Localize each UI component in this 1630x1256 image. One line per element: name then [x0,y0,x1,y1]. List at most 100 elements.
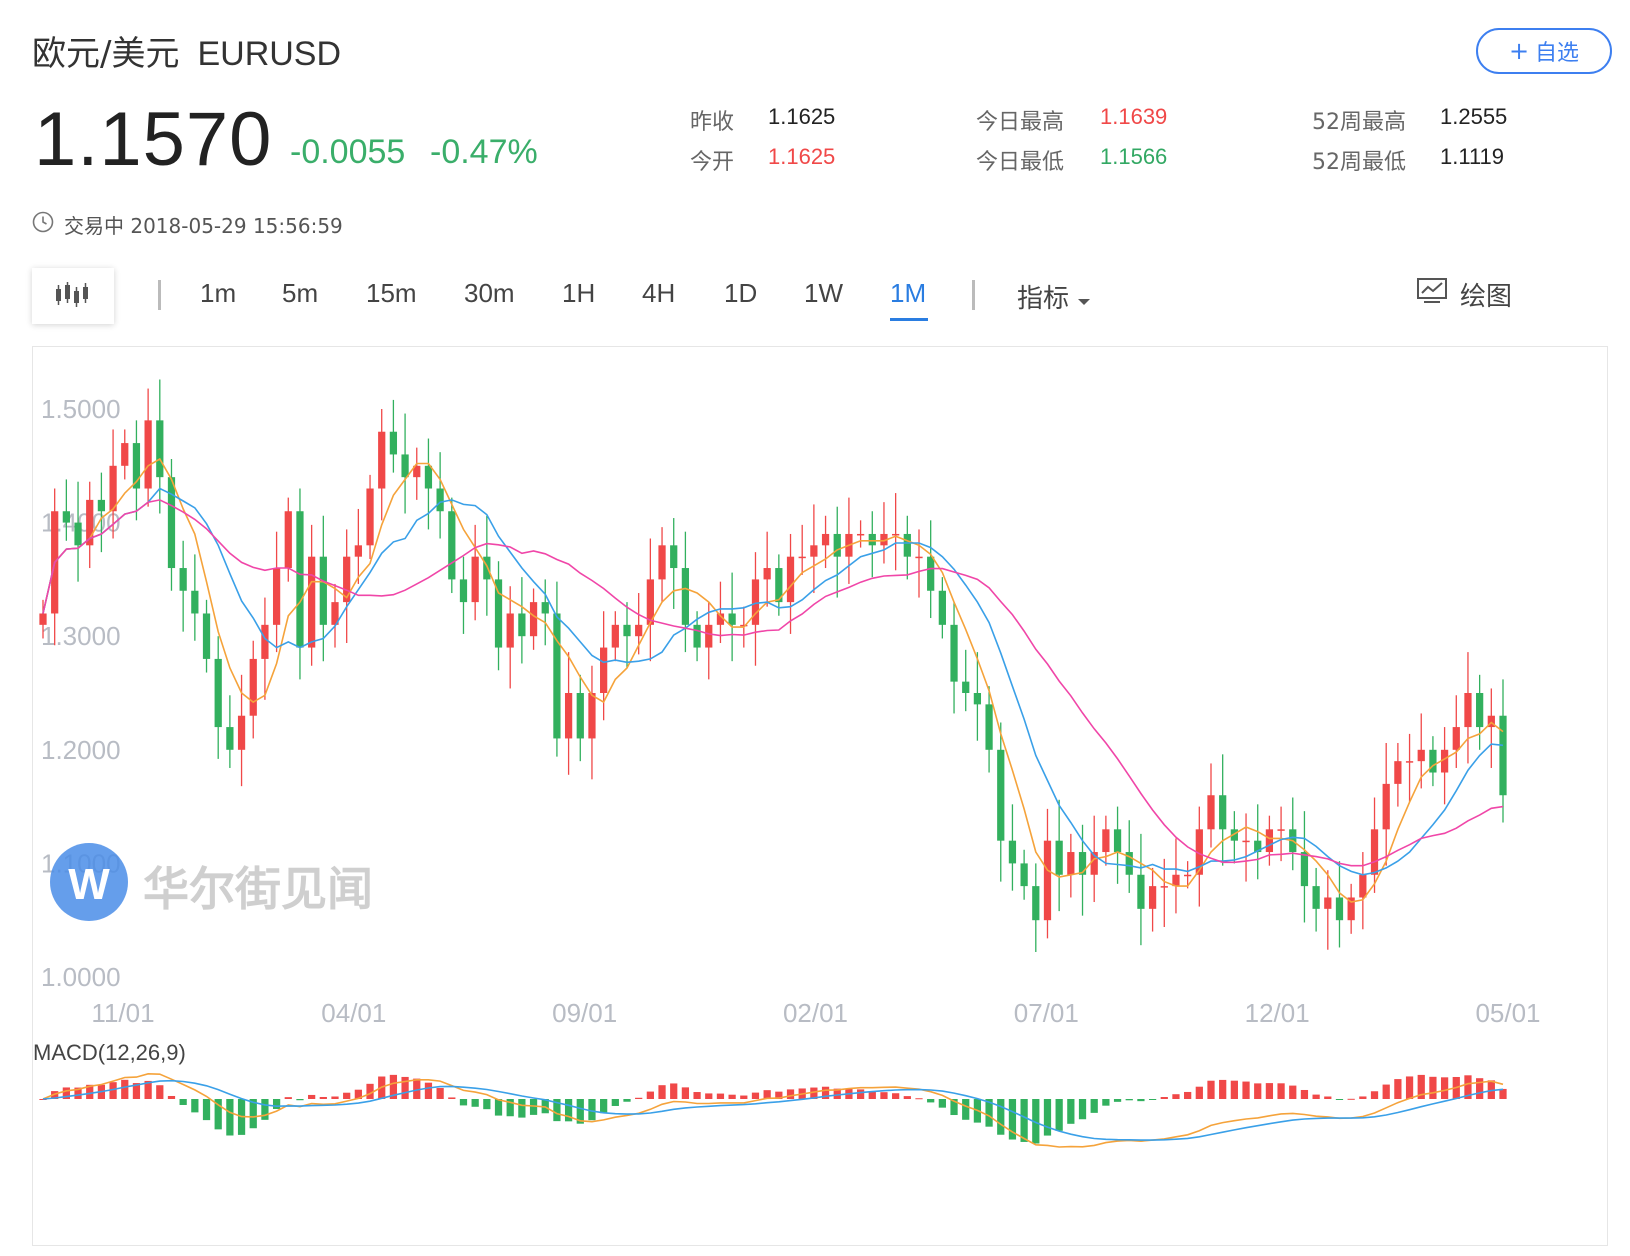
macd-histogram-bar [576,1099,584,1124]
plus-icon: + [1508,37,1530,65]
macd-histogram-bar [191,1099,199,1113]
period-5m[interactable]: 5m [282,278,319,308]
candle-body [1184,874,1192,877]
period-4h[interactable]: 4H [642,278,676,308]
macd-histogram-bar [856,1089,865,1099]
period-1w[interactable]: 1W [804,278,843,308]
ma5-line [42,457,1504,903]
watermark-text: 华尔街见闻 [143,863,373,915]
candle-body [529,602,538,637]
candle-body [1160,886,1168,888]
candle-body [821,533,830,546]
macd-histogram-bar [997,1099,1005,1135]
period-1mo[interactable]: 1M [890,278,927,308]
candle-body [1020,863,1028,887]
macd-histogram-bar [401,1076,409,1099]
candle-body [1324,897,1332,909]
candle-body [319,556,327,625]
chart-type-button[interactable] [32,268,114,324]
y-tick-label: 1.0000 [41,962,121,992]
candle-body [237,715,246,750]
add-to-watchlist-button[interactable]: + 自选 [1476,28,1612,74]
candle-body [167,477,176,569]
x-tick-label: 02/01 [783,998,848,1028]
candle-body [1359,874,1367,898]
macd-histogram-bar [1440,1077,1449,1099]
macd-histogram-bar [1067,1099,1075,1124]
macd-histogram-bar [553,1099,561,1122]
candle-body [997,749,1005,841]
macd-histogram-bar [1487,1080,1495,1099]
macd-histogram-bar [1172,1094,1180,1099]
toolbar-divider [158,280,161,310]
macd-histogram-bar [494,1099,503,1116]
macd-histogram-bar [763,1090,771,1099]
candle-body [693,624,701,648]
candle-body [97,499,106,512]
price-change-pct: -0.47% [430,133,538,171]
macd-histogram-bar [670,1083,678,1099]
watermark: W 华尔街见闻 [50,843,373,921]
candle-body [366,488,374,546]
macd-histogram-bar [611,1099,619,1106]
macd-histogram-bar [786,1089,795,1099]
candle-body [1043,840,1052,921]
candle-body [1195,829,1203,875]
macd-histogram-bar [261,1099,269,1120]
indicator-dropdown[interactable]: 指标 [1017,278,1091,315]
macd-histogram-bar [436,1088,444,1099]
macd-histogram-bar [915,1098,923,1100]
macd-histogram-bar [156,1085,164,1099]
candle-body [1078,852,1087,875]
candle-body [1219,795,1227,830]
active-period-underline [890,318,928,321]
candle-body [518,613,526,637]
macd-histogram-bar [588,1099,596,1121]
macd-histogram-bar [1265,1083,1274,1099]
candle-body [1207,795,1215,830]
candle-body [1230,829,1238,841]
candle-body [272,568,281,625]
macd-histogram-bar [471,1099,479,1107]
period-15m[interactable]: 15m [366,278,417,308]
macd-histogram-bar [1335,1099,1344,1100]
candle-body [751,579,760,625]
candle-body [833,533,841,557]
candle-body [1300,852,1309,887]
candle-body [868,533,876,546]
chart-panel[interactable]: 1.50001.40001.30001.20001.10001.000011/0… [32,346,1608,1246]
candle-body [1090,852,1098,875]
price-chart[interactable]: 1.50001.40001.30001.20001.10001.000011/0… [33,347,1607,1245]
day-high-value: 1.1639 [1100,104,1168,129]
candle-body [1417,749,1425,762]
candle-body [1335,897,1344,921]
period-1h[interactable]: 1H [562,278,596,308]
macd-histogram-bar [903,1096,911,1099]
ma10-line [42,487,1504,876]
candle-body [600,647,608,693]
macd-histogram-bar [821,1086,830,1099]
prev-close-label: 昨收 [690,110,735,135]
macd-histogram-bar [1160,1097,1168,1099]
macd-histogram-bar [658,1085,666,1099]
macd-histogram-bar [938,1099,946,1108]
candle-body [296,511,304,648]
candle-body [973,693,982,705]
draw-button[interactable]: 绘图 [1416,276,1512,313]
macd-histogram-bar [1195,1086,1203,1099]
candle-body [308,556,316,648]
period-30m[interactable]: 30m [464,278,515,308]
candle-body [892,533,900,536]
candle-body [985,704,993,750]
toolbar-divider [972,280,975,310]
macd-histogram-bar [635,1097,643,1099]
macd-histogram-bar [950,1099,958,1116]
candle-body [1102,829,1110,853]
macd-histogram-bar [506,1099,514,1117]
macd-histogram-bar [1429,1076,1437,1099]
period-1m[interactable]: 1m [200,278,237,308]
candle-body [775,568,783,603]
period-1d[interactable]: 1D [724,278,758,308]
macd-histogram-bar [202,1099,211,1121]
status-text: 交易中 2018-05-29 15:56:59 [64,214,343,238]
